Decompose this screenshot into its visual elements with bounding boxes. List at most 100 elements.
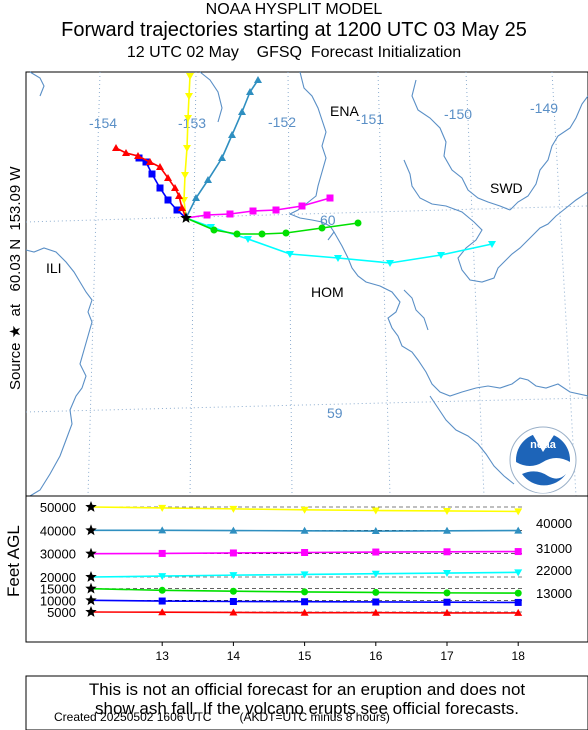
lat-label-59: 59 [327, 405, 343, 421]
model-title: NOAA HYSPLIT MODEL [205, 1, 383, 18]
height-point [443, 608, 451, 616]
height-axis-label: Feet AGL [4, 525, 23, 597]
place-label-ili: ILI [46, 260, 62, 276]
coastlines [25, 71, 588, 497]
lon-gridlines [87, 71, 577, 497]
y-tick-label: 40000 [40, 523, 76, 538]
map-trajectory-point [386, 260, 394, 267]
height-start-star [85, 524, 97, 536]
height-point [301, 588, 309, 596]
map-trajectory-point [238, 108, 246, 115]
right-level-label: 31000 [536, 541, 572, 556]
height-panel-frame [25, 495, 588, 643]
height-point [158, 549, 166, 557]
map-trajectory-point [258, 230, 266, 238]
noaa-logo-text: noaa [530, 439, 557, 451]
height-point [443, 548, 451, 556]
y-tick-label: 10000 [40, 593, 76, 608]
height-point [372, 598, 380, 606]
map-trajectory-point [204, 176, 212, 183]
height-start-star [85, 501, 97, 512]
x-tick-label: 18 [512, 649, 526, 663]
created-timestamp: Created 20250502 1606 UTC [54, 710, 212, 724]
height-point [158, 526, 167, 534]
map-trajectory-point [156, 184, 164, 192]
x-tick-label: 17 [440, 649, 454, 663]
height-point [300, 571, 309, 579]
height-point [443, 598, 451, 606]
height-point [300, 506, 309, 514]
x-tick-label: 13 [156, 649, 170, 663]
x-tick-label: 15 [298, 649, 312, 663]
map-trajectory-point [183, 145, 191, 152]
height-point [229, 572, 238, 580]
map-trajectory-point [164, 196, 172, 204]
noaa-logo: noaa [509, 426, 577, 494]
lat-gridline-59 [25, 397, 588, 413]
map-trajectory-point [226, 210, 234, 218]
y-tick-label: 30000 [40, 547, 76, 562]
map-trajectory-point [354, 219, 362, 227]
height-point [229, 608, 238, 616]
height-point [158, 573, 167, 581]
map-trajectory-point [488, 241, 496, 248]
height-point [514, 548, 522, 556]
map-trajectory-point [286, 251, 294, 258]
height-point [371, 570, 380, 578]
y-tick-label: 15000 [40, 582, 76, 597]
height-point [372, 588, 380, 596]
height-point [229, 598, 237, 605]
height-start-star [85, 582, 97, 594]
map-trajectory-point [203, 211, 211, 219]
height-point [301, 598, 309, 606]
disclaimer-note: This is not an official forecast for an … [88, 680, 526, 718]
height-point [229, 526, 238, 534]
map-trajectory-point [272, 206, 280, 214]
height-start-star [85, 571, 97, 582]
lon-label-153: -153 [178, 115, 206, 131]
map-trajectory-point [175, 192, 183, 199]
right-level-label: 13000 [536, 586, 572, 601]
height-point [371, 608, 380, 616]
map-trajectory-point [207, 224, 215, 231]
height-point [229, 587, 237, 595]
height-point [443, 526, 451, 534]
x-tick-label: 16 [369, 649, 383, 663]
trajectory-title: Forward trajectories starting at 1200 UT… [61, 19, 527, 41]
height-point [514, 598, 522, 606]
map-trajectory-point [134, 152, 142, 159]
map-trajectory-point [192, 194, 200, 201]
map-trajectory-point [173, 206, 181, 214]
y-tick-label: 50000 [40, 500, 76, 515]
height-point [514, 526, 523, 534]
height-point [158, 608, 167, 616]
map-trajectory-point [146, 158, 154, 165]
lat-gridline-60 [25, 205, 588, 223]
map-trajectory-line [185, 79, 259, 219]
lat-label-60: 60 [320, 212, 336, 228]
map-trajectory-point [254, 76, 262, 83]
height-point [158, 597, 166, 605]
map-trajectory-point [437, 252, 445, 259]
forecast-init-title: 12 UTC 02 May GFSQ Forecast Initializati… [126, 44, 462, 61]
height-point [229, 505, 238, 513]
map-trajectory-point [282, 229, 290, 237]
height-point [514, 569, 523, 577]
height-point [371, 507, 380, 515]
height-point [514, 508, 523, 516]
map-trajectory-point [156, 163, 164, 170]
map-trajectory-point [318, 224, 326, 232]
height-point [301, 549, 309, 556]
map-trajectory-point [142, 158, 150, 166]
map-trajectory-point [171, 184, 179, 191]
created-line: Created 20250502 1606 UTC (AKDT=UTC minus… [54, 710, 390, 724]
note-frame [25, 675, 588, 730]
map-trajectory-point [181, 172, 189, 179]
source-location-label: Source ★ at 60.03 N 153.09 W [7, 166, 24, 390]
right-level-label: 40000 [536, 516, 572, 531]
height-point [300, 526, 309, 534]
map-trajectory-point [298, 202, 306, 210]
map-trajectory-point [244, 236, 252, 243]
